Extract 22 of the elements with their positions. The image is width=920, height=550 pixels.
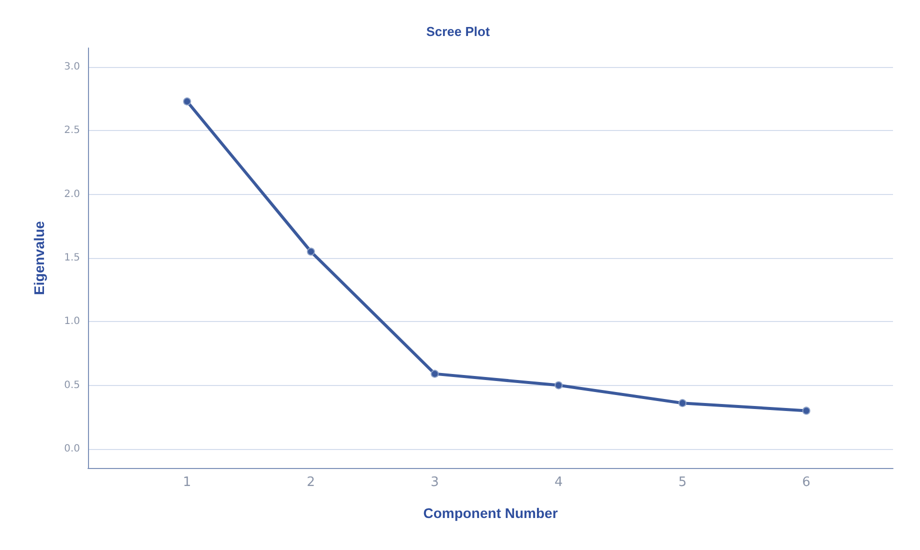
y-tick-label: 1.5 <box>64 252 80 264</box>
y-tick-label: 2.5 <box>64 125 80 136</box>
x-axis-title: Component Number <box>423 505 558 521</box>
x-tick-label: 3 <box>430 475 439 490</box>
point <box>802 406 810 415</box>
chart-title: Scree Plot <box>426 24 490 39</box>
point <box>183 97 192 106</box>
x-tick-label: 6 <box>802 475 810 490</box>
y-tick-label: 3.0 <box>64 62 80 73</box>
x-tick-label: 1 <box>182 475 192 490</box>
x-tick-label: 5 <box>678 475 687 490</box>
y-tick-label: 0.5 <box>64 380 80 391</box>
y-tick-label: 1.0 <box>64 316 80 328</box>
y-axis-title: Eigenvalue <box>31 220 47 295</box>
y-tick-label: 2.0 <box>64 188 80 200</box>
point <box>430 370 439 378</box>
point <box>306 248 315 256</box>
y-tick-label: 0.0 <box>64 443 80 454</box>
x-tick-label: 4 <box>554 475 563 490</box>
point <box>678 399 686 408</box>
x-tick-label: 2 <box>306 475 316 490</box>
point <box>554 381 563 390</box>
